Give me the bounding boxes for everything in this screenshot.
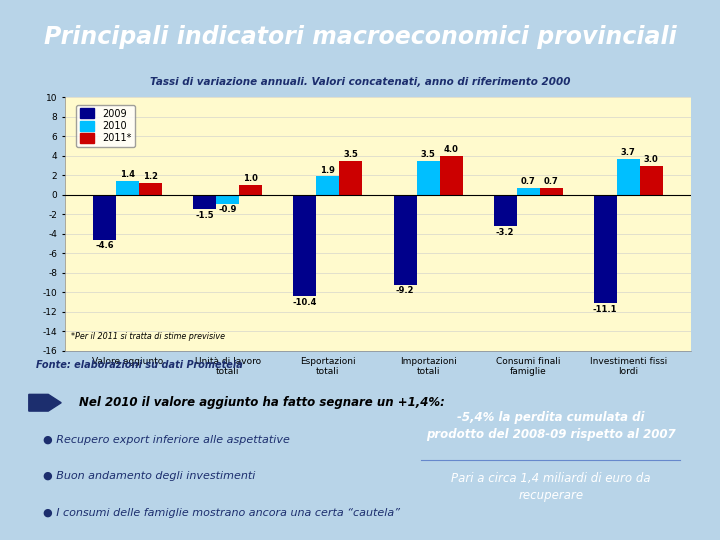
Bar	[239, 185, 262, 195]
Bar	[339, 161, 362, 195]
Bar	[594, 195, 617, 303]
Bar	[494, 195, 517, 226]
Bar	[539, 188, 562, 195]
Bar	[294, 195, 317, 296]
Bar	[317, 176, 339, 195]
Legend: 2009, 2010, 2011*: 2009, 2010, 2011*	[76, 105, 135, 147]
Bar	[217, 195, 239, 204]
Text: ● Buon andamento degli investimenti: ● Buon andamento degli investimenti	[43, 471, 256, 481]
Text: 3.7: 3.7	[621, 148, 636, 157]
Bar	[417, 161, 439, 195]
Text: ● Recupero export inferiore alle aspettative: ● Recupero export inferiore alle aspetta…	[43, 435, 290, 444]
Bar	[194, 195, 217, 210]
Text: 1.2: 1.2	[143, 172, 158, 181]
Text: Principali indicatori macroeconomici provinciali: Principali indicatori macroeconomici pro…	[44, 24, 676, 49]
Text: -5,4% la perdita cumulata di
prodotto del 2008-09 rispetto al 2007: -5,4% la perdita cumulata di prodotto de…	[426, 411, 675, 441]
Text: -9.2: -9.2	[396, 286, 414, 295]
Text: 1.4: 1.4	[120, 171, 135, 179]
Text: 0.7: 0.7	[521, 177, 536, 186]
Text: Pari a circa 1,4 miliardi di euro da
recuperare: Pari a circa 1,4 miliardi di euro da rec…	[451, 471, 651, 502]
FancyArrow shape	[29, 394, 61, 411]
Text: 3.5: 3.5	[343, 150, 359, 159]
Bar	[639, 166, 662, 195]
Text: -1.5: -1.5	[196, 211, 214, 220]
Text: 3.5: 3.5	[420, 150, 436, 159]
Bar	[394, 195, 417, 285]
Text: -11.1: -11.1	[593, 305, 618, 314]
Text: 1.9: 1.9	[320, 166, 336, 174]
Bar	[139, 183, 162, 195]
Text: 4.0: 4.0	[444, 145, 459, 154]
Bar	[439, 156, 462, 195]
Text: ● I consumi delle famiglie mostrano ancora una certa “cautela”: ● I consumi delle famiglie mostrano anco…	[43, 508, 400, 518]
Bar	[617, 159, 639, 195]
Text: -0.9: -0.9	[219, 205, 237, 214]
Text: -4.6: -4.6	[96, 241, 114, 251]
Bar	[94, 195, 117, 240]
Bar	[517, 188, 539, 195]
Text: -10.4: -10.4	[293, 298, 317, 307]
Text: 3.0: 3.0	[644, 155, 659, 164]
Bar	[117, 181, 139, 195]
Text: -3.2: -3.2	[496, 228, 514, 237]
Text: 1.0: 1.0	[243, 174, 258, 183]
Text: *Per il 2011 si tratta di stime previsive: *Per il 2011 si tratta di stime previsiv…	[71, 332, 225, 341]
Text: Nel 2010 il valore aggiunto ha fatto segnare un +1,4%:: Nel 2010 il valore aggiunto ha fatto seg…	[79, 396, 445, 409]
Text: Tassi di variazione annuali. Valori concatenati, anno di riferimento 2000: Tassi di variazione annuali. Valori conc…	[150, 77, 570, 87]
Text: 0.7: 0.7	[544, 177, 559, 186]
Text: Fonte: elaborazioni su dati Prometeia: Fonte: elaborazioni su dati Prometeia	[36, 360, 243, 369]
